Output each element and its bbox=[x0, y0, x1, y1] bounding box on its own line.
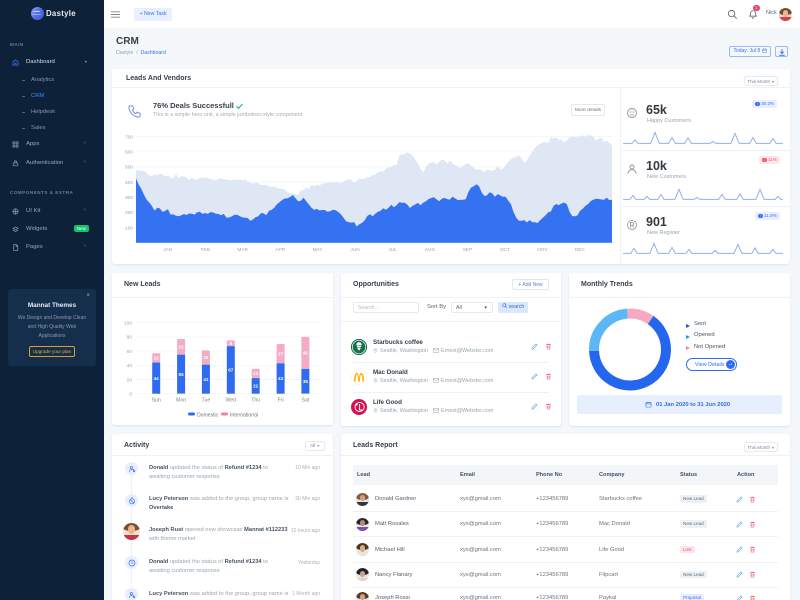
svg-text:200: 200 bbox=[125, 210, 133, 216]
svg-text:22: 22 bbox=[253, 384, 259, 389]
svg-text:60: 60 bbox=[127, 349, 133, 355]
svg-text:SEP: SEP bbox=[463, 247, 473, 253]
svg-text:JAN: JAN bbox=[163, 247, 173, 253]
svg-text:JUN: JUN bbox=[350, 247, 360, 253]
svg-text:Mon: Mon bbox=[176, 398, 186, 404]
svg-text:35: 35 bbox=[303, 379, 309, 384]
svg-text:MAY: MAY bbox=[313, 247, 324, 253]
svg-text:Sun: Sun bbox=[152, 398, 161, 404]
svg-text:44: 44 bbox=[154, 376, 160, 381]
svg-text:OCT: OCT bbox=[500, 247, 510, 253]
svg-text:8: 8 bbox=[230, 341, 233, 346]
svg-text:20: 20 bbox=[203, 355, 209, 360]
svg-text:300: 300 bbox=[125, 195, 133, 201]
svg-text:13: 13 bbox=[253, 371, 259, 376]
svg-text:FEB: FEB bbox=[201, 247, 210, 253]
svg-text:MAR: MAR bbox=[237, 247, 248, 253]
svg-text:International: International bbox=[230, 412, 258, 418]
svg-text:100: 100 bbox=[124, 321, 132, 327]
svg-text:Thu: Thu bbox=[251, 398, 260, 404]
svg-text:55: 55 bbox=[179, 372, 185, 377]
svg-text:67: 67 bbox=[228, 368, 234, 373]
svg-text:0: 0 bbox=[129, 392, 132, 398]
svg-text:JUL: JUL bbox=[388, 247, 397, 253]
svg-text:13: 13 bbox=[154, 356, 160, 361]
svg-text:40: 40 bbox=[127, 363, 133, 369]
svg-text:Wed: Wed bbox=[226, 398, 237, 404]
svg-text:100: 100 bbox=[125, 225, 133, 231]
svg-text:400: 400 bbox=[125, 180, 133, 186]
svg-text:500: 500 bbox=[125, 165, 133, 171]
svg-text:41: 41 bbox=[203, 377, 209, 382]
svg-text:DEC: DEC bbox=[575, 247, 586, 253]
svg-text:Sat: Sat bbox=[302, 398, 310, 404]
svg-text:700: 700 bbox=[125, 134, 133, 140]
svg-text:43: 43 bbox=[278, 376, 284, 381]
svg-text:Tue: Tue bbox=[202, 398, 211, 404]
svg-text:APR: APR bbox=[275, 247, 285, 253]
svg-text:600: 600 bbox=[125, 150, 133, 156]
svg-text:20: 20 bbox=[127, 377, 133, 383]
svg-text:22: 22 bbox=[179, 345, 185, 350]
svg-text:Fri: Fri bbox=[278, 398, 284, 404]
svg-text:27: 27 bbox=[278, 351, 284, 356]
svg-text:NOV: NOV bbox=[537, 247, 548, 253]
svg-text:Domestic: Domestic bbox=[197, 412, 219, 418]
svg-text:80: 80 bbox=[127, 335, 133, 341]
svg-text:AUG: AUG bbox=[425, 247, 436, 253]
svg-text:45: 45 bbox=[303, 351, 309, 356]
